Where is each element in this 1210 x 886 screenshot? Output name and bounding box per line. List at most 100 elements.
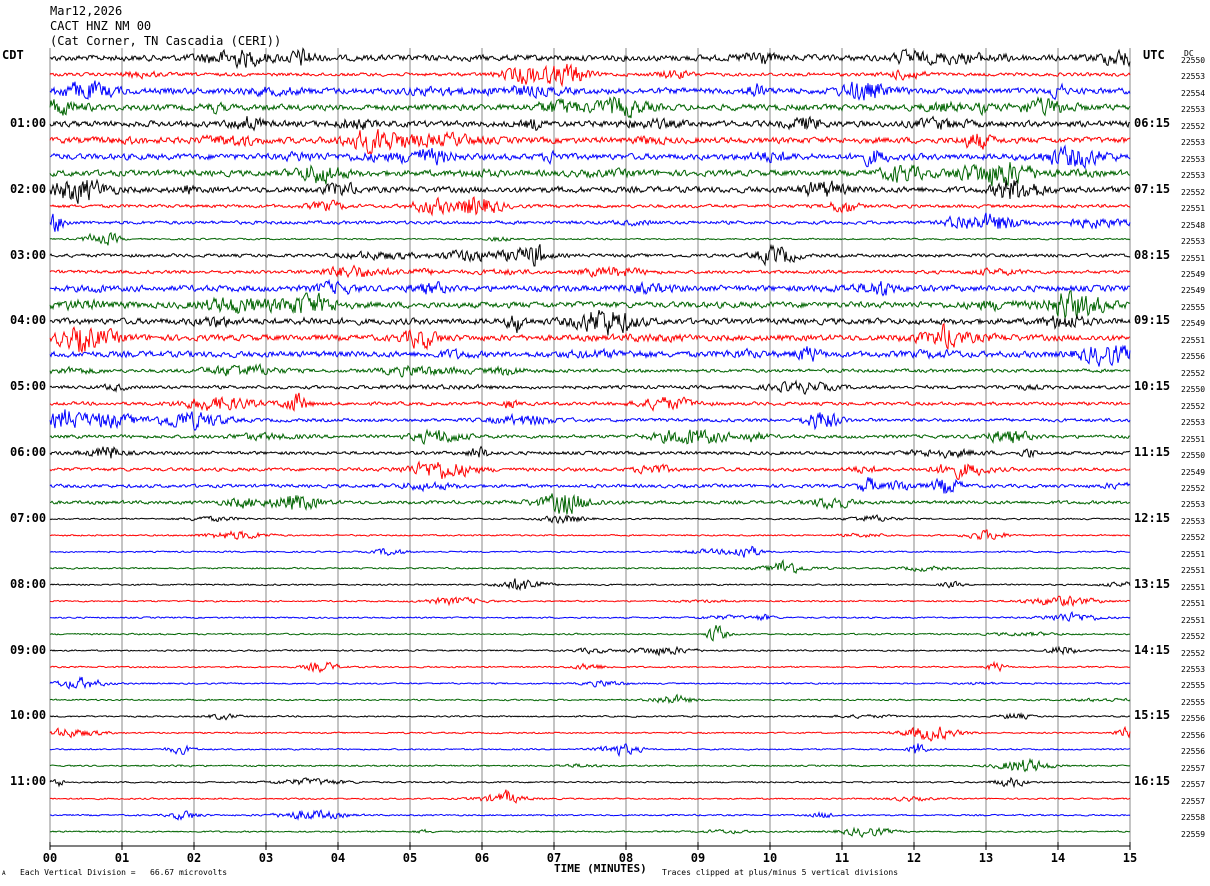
- dc-offset-label: 22556: [1181, 714, 1206, 724]
- dc-offset-label: 22549: [1181, 467, 1206, 477]
- x-tick-label: 05: [403, 851, 417, 865]
- seismic-trace: [49, 477, 1131, 494]
- right-hour-label: 14:15: [1134, 642, 1171, 657]
- minute-grid: [49, 48, 1131, 848]
- right-hour-label: 07:15: [1134, 181, 1171, 196]
- seismic-trace: [49, 362, 1131, 378]
- seismic-traces: [49, 47, 1131, 839]
- dc-offset-label: 22552: [1181, 368, 1206, 378]
- x-tick-label: 06: [475, 851, 489, 865]
- x-tick-label: 08: [619, 851, 633, 865]
- dc-offset-label: 22550: [1181, 56, 1206, 65]
- dc-offset-label: 22553: [1181, 665, 1206, 675]
- dc-offset-label: 22549: [1181, 269, 1206, 279]
- x-tick-label: 01: [115, 851, 129, 865]
- seismic-trace: [49, 789, 1131, 804]
- seismic-trace: [49, 379, 1131, 396]
- seismic-trace: [49, 63, 1131, 88]
- right-hour-label: 08:15: [1134, 247, 1171, 262]
- dc-offset-label: 22552: [1181, 533, 1206, 543]
- left-hour-label: 11:00: [10, 774, 47, 789]
- right-hour-label: 12:15: [1134, 510, 1171, 525]
- x-tick-label: 02: [187, 851, 201, 865]
- dc-offset-label: 22551: [1181, 549, 1206, 559]
- dc-offset-label: 22551: [1181, 615, 1206, 625]
- seismic-trace: [49, 264, 1131, 279]
- seismic-trace: [49, 712, 1131, 721]
- dc-offset-label: 22556: [1181, 352, 1206, 362]
- left-hour-label: 07:00: [10, 510, 47, 525]
- dc-offset-label: 22556: [1181, 747, 1206, 757]
- dc-offset-label: 22552: [1181, 632, 1206, 642]
- left-hour-label: 04:00: [10, 313, 47, 328]
- dc-offset-label: 22555: [1181, 697, 1206, 707]
- dc-offset-label: 22553: [1181, 418, 1206, 428]
- seismic-trace: [49, 428, 1131, 445]
- x-tick-label: 12: [907, 851, 921, 865]
- clip-note: Traces clipped at plus/minus 5 vertical …: [662, 868, 899, 877]
- dc-offset-label: 22554: [1181, 88, 1206, 98]
- seismic-trace: [49, 757, 1131, 773]
- seismic-trace: [49, 96, 1131, 119]
- seismic-trace: [49, 809, 1131, 821]
- right-timezone-label: UTC: [1143, 48, 1165, 62]
- dc-offset-label: 22555: [1181, 681, 1206, 691]
- seismic-trace: [49, 129, 1131, 156]
- seismic-trace: [49, 625, 1131, 642]
- right-hour-label: 15:15: [1134, 708, 1171, 723]
- dc-offset-label: 22553: [1181, 516, 1206, 526]
- seismic-trace: [49, 178, 1131, 204]
- seismic-trace: [49, 392, 1131, 412]
- seismic-trace: [49, 409, 1131, 431]
- x-tick-label: 15: [1123, 851, 1137, 865]
- x-tick-label: 13: [979, 851, 993, 865]
- seismic-trace: [49, 344, 1131, 367]
- dc-offset-label: 22553: [1181, 72, 1206, 82]
- dc-label: DC: [1184, 49, 1194, 58]
- right-hour-label: 16:15: [1134, 774, 1171, 789]
- seismic-trace: [49, 676, 1131, 690]
- dc-offset-label: 22551: [1181, 204, 1206, 214]
- seismic-trace: [49, 80, 1131, 101]
- seismic-trace: [49, 212, 1131, 232]
- seismic-trace: [49, 660, 1131, 674]
- x-tick-label: 14: [1051, 851, 1065, 865]
- dc-offset-label: 22551: [1181, 566, 1206, 576]
- seismic-trace: [49, 693, 1131, 705]
- seismic-trace: [49, 645, 1131, 657]
- x-tick-label: 11: [835, 851, 849, 865]
- dc-offset-label: 22553: [1181, 171, 1206, 181]
- left-hour-label: 05:00: [10, 379, 47, 394]
- dc-offset-label: 22552: [1181, 121, 1206, 131]
- corner-mark: A: [2, 870, 6, 877]
- left-hour-label: 06:00: [10, 445, 47, 460]
- x-tick-label: 10: [763, 851, 777, 865]
- x-axis-ticks: 00 01 02 03 04 05 06 07 08 09 10 11 12 13 14 15: [43, 842, 1137, 865]
- seismic-trace: [49, 460, 1131, 480]
- dc-offset-label: 22552: [1181, 401, 1206, 411]
- station-location: (Cat Corner, TN Cascadia (CERI)): [50, 34, 282, 48]
- x-tick-label: 04: [331, 851, 345, 865]
- seismic-trace: [49, 445, 1130, 459]
- dc-offset-label: 22549: [1181, 319, 1206, 329]
- seismic-trace: [49, 743, 1131, 758]
- x-axis-title: TIME (MINUTES): [554, 862, 647, 875]
- seismic-trace: [50, 493, 1130, 515]
- seismic-trace: [49, 545, 1131, 558]
- seismic-trace: [49, 162, 1131, 187]
- dc-offset-label: 22551: [1181, 253, 1206, 263]
- dc-offset-label: 22553: [1181, 500, 1206, 510]
- x-tick-label: 00: [43, 851, 57, 865]
- dc-offset-label: 22552: [1181, 187, 1206, 197]
- dc-offset-label: 22551: [1181, 582, 1206, 592]
- x-tick-label: 09: [691, 851, 705, 865]
- dc-offset-label: 22551: [1181, 434, 1206, 444]
- dc-offset-label: 22557: [1181, 763, 1206, 773]
- seismic-trace: [49, 243, 1131, 267]
- right-hour-label: 06:15: [1134, 115, 1171, 130]
- station-code: CACT HNZ NM 00: [50, 19, 152, 33]
- left-hour-label: 10:00: [10, 708, 47, 723]
- dc-offset-label: 22556: [1181, 730, 1206, 740]
- plot-date: Mar12,2026: [50, 4, 123, 18]
- seismic-trace: [49, 529, 1130, 541]
